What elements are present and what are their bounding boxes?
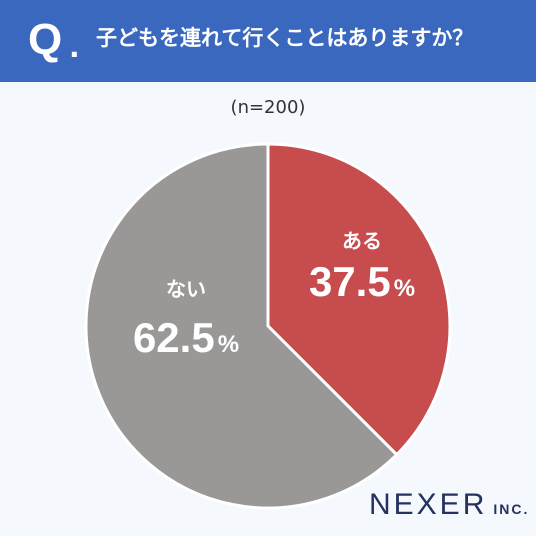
question-header: Q . 子どもを連れて行くことはありますか？: [0, 0, 536, 82]
pie-slice-nai: [84, 142, 399, 510]
question-text: 子どもを連れて行くことはありますか？: [96, 26, 474, 50]
question-q-dot: .: [69, 31, 80, 64]
pie-slice-aru: [266, 142, 452, 457]
nexer-logo: NEXER INC.: [369, 488, 529, 522]
slice-label: ない: [166, 277, 206, 301]
slice-label: ある: [342, 229, 382, 253]
brand-name: NEXER: [369, 488, 488, 521]
sample-size-note: (n=200): [230, 97, 306, 118]
question-q-mark: Q: [28, 15, 63, 64]
brand-suffix: INC.: [493, 501, 530, 517]
slice-value-label: 37.5%: [309, 258, 415, 305]
slice-value-label: 62.5%: [133, 314, 239, 361]
